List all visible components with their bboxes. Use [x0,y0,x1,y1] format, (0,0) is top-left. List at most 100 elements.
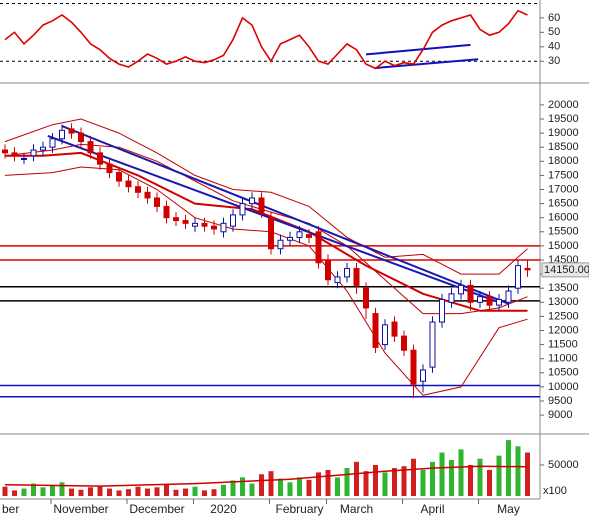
volume-bar [306,479,312,496]
y-tick-label: 15500 [548,226,579,238]
volume-bar [240,477,245,496]
volume-bar [392,468,397,496]
candle-body [125,180,132,188]
volume-bar [515,446,521,496]
candle-body [524,267,531,271]
volume-bar [107,488,112,496]
candle-body [429,321,436,368]
candle-body [325,259,331,281]
y-tick-label: 10500 [548,367,579,379]
candle-body [448,293,455,303]
volume-bar [259,474,264,496]
candle-body [106,163,113,174]
candle-body [220,222,227,233]
candle-body [296,231,303,238]
candle-body [11,152,18,157]
volume-bar [316,472,321,496]
candle-body [182,220,189,224]
volume-bar [183,488,188,496]
candle-body [201,222,208,227]
volume-bar [373,464,378,496]
trend-line [61,125,509,305]
volume-bar [97,486,103,496]
volume-bar [401,466,407,496]
volume-bar [211,489,217,496]
price-label-box [541,262,589,278]
candle-body [163,205,170,219]
candle-body [68,128,75,134]
volume-bar [468,464,473,496]
candle-body [410,349,417,385]
candle-body [173,217,179,222]
candle-body [287,236,293,241]
volume-bar [344,468,350,496]
volume-bar [69,488,74,496]
y-tick-label: 18000 [548,155,579,167]
rsi-line [4,9,528,70]
volume-bar [477,458,483,496]
x-tick-label: March [340,502,373,516]
candle-body [467,284,474,303]
volume-bar [40,487,46,496]
volume-bar [249,483,255,496]
candle-body [249,197,255,205]
volume-ma-line [4,465,528,487]
volume-bar [59,482,65,496]
volume-bar [335,477,340,496]
y-tick-label: 50000 [548,459,579,471]
candle-body [154,197,160,207]
y-tick-label: 12000 [548,324,579,336]
volume-bar [363,471,369,496]
candle-body [239,203,246,216]
y-tick-label: 16500 [548,198,579,210]
candle-body [40,146,46,151]
candle-body [439,298,445,323]
candle-body [334,276,341,284]
volume-bar [135,486,141,496]
candle-body [268,217,274,250]
x-tick-label: November [53,502,108,516]
candle-body [258,197,265,213]
candle-body [230,214,236,227]
volume-bar [2,486,8,496]
candle-body [477,296,483,303]
volume-bar [88,487,93,496]
candle-body [97,152,103,165]
candle-body [87,141,94,154]
volume-bar [50,484,55,496]
price-label: 14150.00 [544,264,589,276]
candle-body [515,265,521,289]
volume-bar [31,483,36,496]
volume-bar [278,478,283,496]
volume-bar [287,482,293,496]
y-tick-label: 17500 [548,169,579,181]
candle-body [420,369,426,382]
trend-line [375,58,479,69]
volume-bar [411,458,416,496]
volume-bar [449,459,454,496]
candle-body [458,284,464,295]
volume-bar [12,490,17,496]
volume-bar [192,486,198,496]
volume-bar [325,469,331,496]
x-tick-label: ber [2,502,19,516]
y-tick-label: 19000 [548,127,579,139]
y-tick-label: 11500 [548,338,578,350]
y-tick-label: 13500 [548,282,579,294]
candle-body [315,231,322,264]
candle-body [486,296,493,306]
volume-bar [506,440,511,496]
volume-bar [173,489,179,496]
band-line [4,118,528,275]
volume-bar [268,471,274,496]
y-tick-label: 18500 [548,141,579,153]
y-tick-label: 17000 [548,183,579,195]
volume-bar [78,489,84,496]
y-tick-label: 12500 [548,310,579,322]
candle-body [2,149,8,154]
y-tick-label: 20000 [548,99,579,111]
candle-body [344,267,350,278]
candle-body [78,132,84,143]
candle-body [144,191,151,199]
